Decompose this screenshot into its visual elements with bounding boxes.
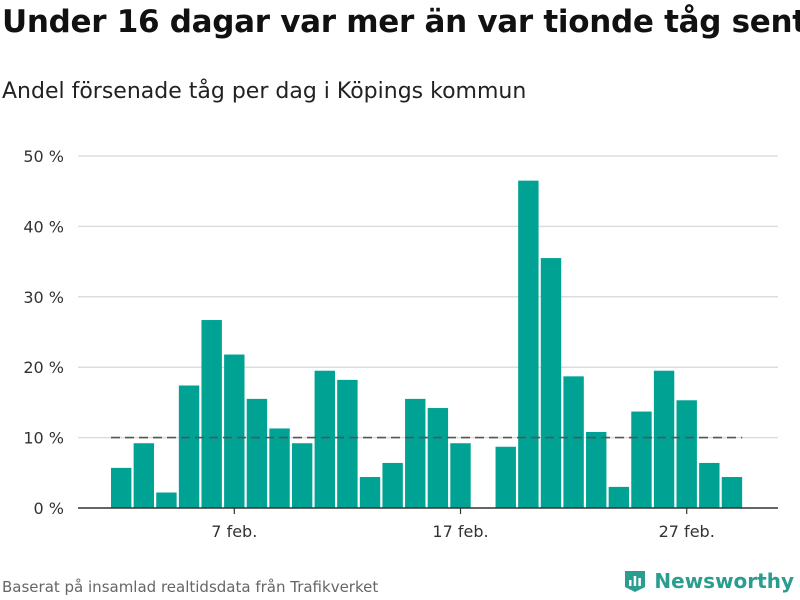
x-tick-label: 27 feb. bbox=[659, 522, 715, 541]
bar bbox=[699, 462, 720, 508]
bar bbox=[269, 428, 290, 508]
bar bbox=[608, 486, 630, 508]
bar bbox=[653, 370, 675, 508]
bar bbox=[224, 354, 245, 508]
x-tick-label: 17 feb. bbox=[432, 522, 488, 541]
bar bbox=[337, 379, 358, 508]
source-note: Baserat på insamlad realtidsdata från Tr… bbox=[2, 578, 379, 596]
brand: Newsworthy bbox=[622, 568, 794, 594]
bar bbox=[631, 411, 652, 508]
bar bbox=[382, 462, 403, 508]
bar bbox=[450, 443, 471, 508]
bar bbox=[427, 408, 449, 508]
bar bbox=[359, 477, 381, 508]
bar bbox=[201, 320, 222, 508]
y-tick-label: 30 % bbox=[23, 288, 64, 307]
bar bbox=[111, 467, 132, 508]
y-tick-label: 50 % bbox=[23, 147, 64, 166]
x-tick-label: 7 feb. bbox=[211, 522, 257, 541]
bars bbox=[111, 180, 743, 508]
bar bbox=[540, 258, 562, 508]
y-tick-label: 10 % bbox=[23, 429, 64, 448]
newsworthy-logo-icon bbox=[625, 571, 646, 592]
bar bbox=[291, 443, 313, 508]
brand-name: Newsworthy bbox=[654, 569, 794, 593]
y-axis-ticks: 0 % 10 % 20 % 30 % 40 % 50 % bbox=[23, 147, 64, 518]
bar bbox=[676, 400, 697, 508]
bar bbox=[178, 385, 200, 508]
bar bbox=[405, 398, 426, 508]
y-tick-label: 20 % bbox=[23, 358, 64, 377]
bar bbox=[133, 443, 155, 508]
bar bbox=[156, 492, 177, 508]
bar bbox=[246, 398, 268, 508]
bar bbox=[586, 431, 607, 508]
chart-subtitle: Andel försenade tåg per dag i Köpings ko… bbox=[2, 79, 527, 104]
bar bbox=[563, 376, 584, 508]
bar bbox=[495, 446, 516, 508]
y-tick-label: 0 % bbox=[34, 499, 64, 518]
bar bbox=[721, 477, 743, 508]
chart-title: Under 16 dagar var mer än var tionde tåg… bbox=[2, 4, 800, 40]
x-axis-ticks: 7 feb. 17 feb. 27 feb. bbox=[211, 508, 715, 541]
y-tick-label: 40 % bbox=[23, 217, 64, 236]
bar bbox=[518, 180, 539, 508]
bar bbox=[314, 370, 335, 508]
